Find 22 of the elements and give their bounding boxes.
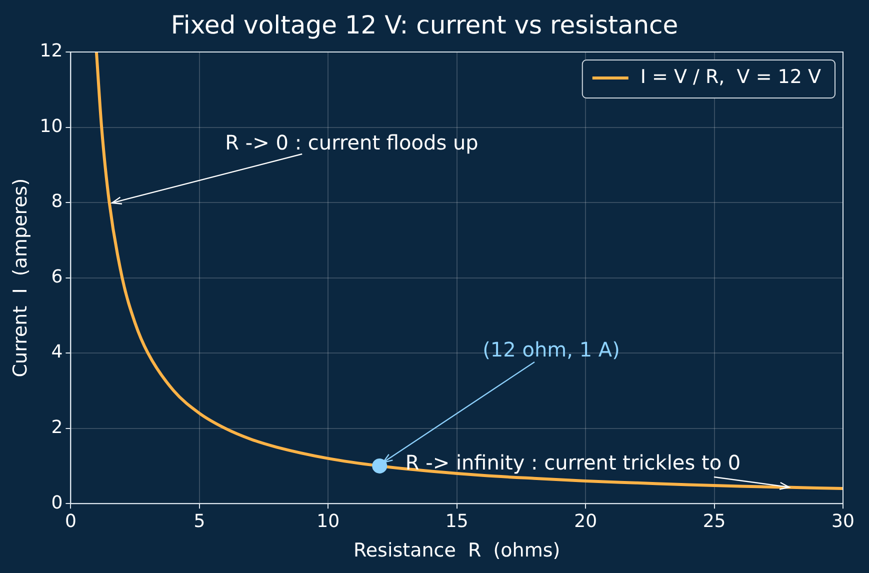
y-tick-label: 0: [51, 492, 63, 514]
x-tick-label: 10: [316, 511, 340, 532]
legend-label: I = V / R, V = 12 V: [640, 66, 822, 88]
y-tick-label: 4: [51, 342, 63, 363]
x-tick-label: 0: [64, 511, 76, 532]
y-tick-label: 12: [40, 40, 63, 62]
y-axis-title: Current I (amperes): [9, 178, 32, 378]
annotation: R -> 0 : current floods up: [225, 130, 478, 154]
line-series: [94, 52, 843, 490]
annotation: (12 ohm, 1 A): [482, 337, 620, 362]
x-axis-title: Resistance R (ohms): [354, 540, 560, 562]
y-tick-label: 6: [51, 266, 63, 288]
x-tick-label: 20: [574, 511, 598, 532]
x-tick-label: 30: [832, 511, 854, 532]
x-tick-label: 5: [194, 511, 206, 532]
chart-title: Fixed voltage 12 V: current vs resistance: [170, 10, 678, 40]
y-tick-label: 8: [51, 191, 63, 212]
y-tick-label: 10: [40, 116, 63, 137]
y-tick-label: 2: [51, 417, 63, 438]
annotation: R -> infinity : current trickles to 0: [405, 450, 741, 474]
x-tick-label: 25: [702, 511, 726, 532]
x-tick-label: 15: [445, 511, 468, 532]
